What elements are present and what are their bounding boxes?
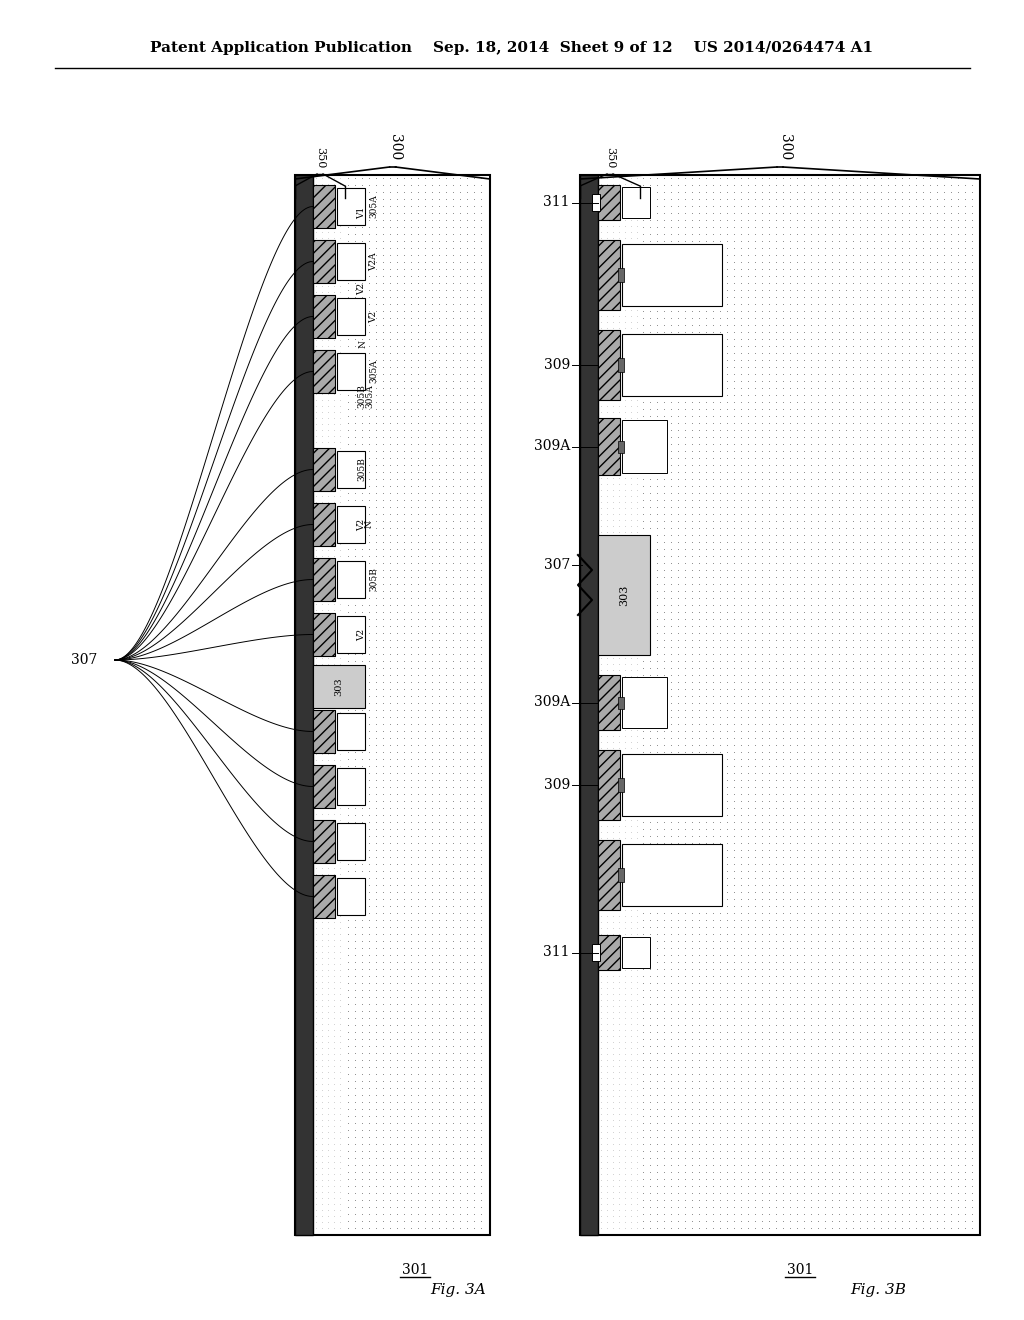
Bar [622, 937, 650, 968]
Text: 301: 301 [786, 1263, 813, 1276]
Bar [313, 665, 365, 708]
Text: V2: V2 [357, 282, 366, 296]
Text: 305A: 305A [365, 384, 374, 408]
Bar [618, 268, 624, 282]
Bar [592, 944, 600, 961]
Text: Patent Application Publication    Sep. 18, 2014  Sheet 9 of 12    US 2014/026447: Patent Application Publication Sep. 18, … [151, 41, 873, 55]
Bar [622, 244, 722, 306]
Bar [337, 561, 365, 598]
Bar [598, 840, 620, 909]
Bar [337, 878, 365, 915]
Bar [337, 616, 365, 653]
Bar [313, 710, 335, 752]
Text: V1: V1 [357, 206, 366, 219]
Bar [313, 240, 335, 282]
Bar [313, 447, 335, 491]
Bar [598, 935, 620, 970]
Bar [295, 176, 490, 1236]
Bar [618, 777, 624, 792]
Bar [313, 820, 335, 863]
Text: 305B: 305B [369, 568, 378, 591]
Text: 307: 307 [71, 653, 97, 667]
Bar [337, 298, 365, 335]
Bar [337, 451, 365, 488]
Bar [598, 330, 620, 400]
Text: V2: V2 [357, 628, 366, 640]
Text: 309: 309 [544, 358, 570, 372]
Bar [618, 697, 624, 709]
Bar [337, 768, 365, 805]
Bar [313, 185, 335, 228]
Text: 350: 350 [315, 148, 325, 169]
Text: 303: 303 [335, 677, 343, 696]
Bar [337, 352, 365, 389]
Bar [337, 822, 365, 861]
Text: 311: 311 [544, 945, 570, 960]
Text: 350: 350 [605, 148, 615, 169]
Bar [313, 558, 335, 601]
Bar [598, 240, 620, 310]
Bar [618, 869, 624, 882]
Bar [313, 350, 335, 393]
Text: 309A: 309A [534, 440, 570, 454]
Bar [337, 713, 365, 750]
Bar [337, 506, 365, 543]
Text: 301: 301 [401, 1263, 428, 1276]
Bar [598, 418, 620, 475]
Bar [622, 843, 722, 906]
Text: V2A: V2A [369, 252, 378, 271]
Bar [313, 503, 335, 546]
Bar [622, 754, 722, 816]
Bar [622, 187, 650, 218]
Bar [337, 243, 365, 280]
Text: V2: V2 [357, 519, 366, 531]
Text: N: N [365, 520, 374, 528]
Bar [598, 185, 620, 220]
Bar [580, 176, 980, 1236]
Text: 309: 309 [544, 777, 570, 792]
Text: Fig. 3A: Fig. 3A [430, 1283, 485, 1298]
Bar [622, 677, 667, 729]
Bar [313, 612, 335, 656]
Text: 300: 300 [778, 133, 792, 160]
Bar [313, 294, 335, 338]
Text: 311: 311 [544, 195, 570, 210]
Text: Fig. 3B: Fig. 3B [850, 1283, 906, 1298]
Bar [598, 750, 620, 820]
Text: 305B: 305B [357, 384, 366, 408]
Text: 307: 307 [544, 558, 570, 572]
Bar [592, 194, 600, 211]
Text: 305A: 305A [369, 359, 378, 383]
Text: 309A: 309A [534, 696, 570, 710]
Bar [337, 187, 365, 224]
Bar [295, 176, 313, 1236]
Bar [618, 441, 624, 453]
Bar [622, 420, 667, 473]
Text: 305A: 305A [369, 194, 378, 218]
Text: N: N [359, 341, 368, 348]
Bar [313, 875, 335, 917]
Text: 300: 300 [387, 133, 401, 160]
Bar [313, 766, 335, 808]
Text: 305B: 305B [357, 458, 366, 482]
Bar [598, 675, 620, 730]
Bar [598, 535, 650, 655]
Text: 303: 303 [618, 585, 629, 606]
Bar [618, 358, 624, 372]
Bar [622, 334, 722, 396]
Text: V2: V2 [369, 310, 378, 322]
Bar [580, 176, 598, 1236]
